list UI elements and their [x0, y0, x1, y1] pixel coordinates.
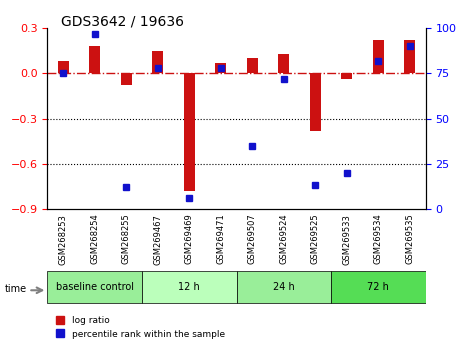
Bar [247, 58, 258, 73]
Bar [342, 73, 352, 79]
Text: 12 h: 12 h [178, 282, 200, 292]
Text: GDS3642 / 19636: GDS3642 / 19636 [61, 14, 184, 28]
Legend: log ratio, percentile rank within the sample: log ratio, percentile rank within the sa… [52, 313, 228, 342]
Text: time: time [5, 284, 27, 293]
Bar [373, 40, 384, 73]
Bar [278, 54, 289, 73]
Bar [184, 73, 195, 191]
Text: 24 h: 24 h [273, 282, 295, 292]
Bar [121, 73, 131, 85]
Bar [152, 51, 163, 73]
Text: baseline control: baseline control [56, 282, 133, 292]
FancyBboxPatch shape [236, 271, 331, 303]
Bar [404, 40, 415, 73]
Bar [215, 63, 226, 73]
Bar [89, 46, 100, 73]
Bar [58, 62, 69, 73]
FancyBboxPatch shape [331, 271, 426, 303]
FancyBboxPatch shape [142, 271, 236, 303]
Text: 72 h: 72 h [368, 282, 389, 292]
Bar [310, 73, 321, 131]
FancyBboxPatch shape [47, 271, 142, 303]
